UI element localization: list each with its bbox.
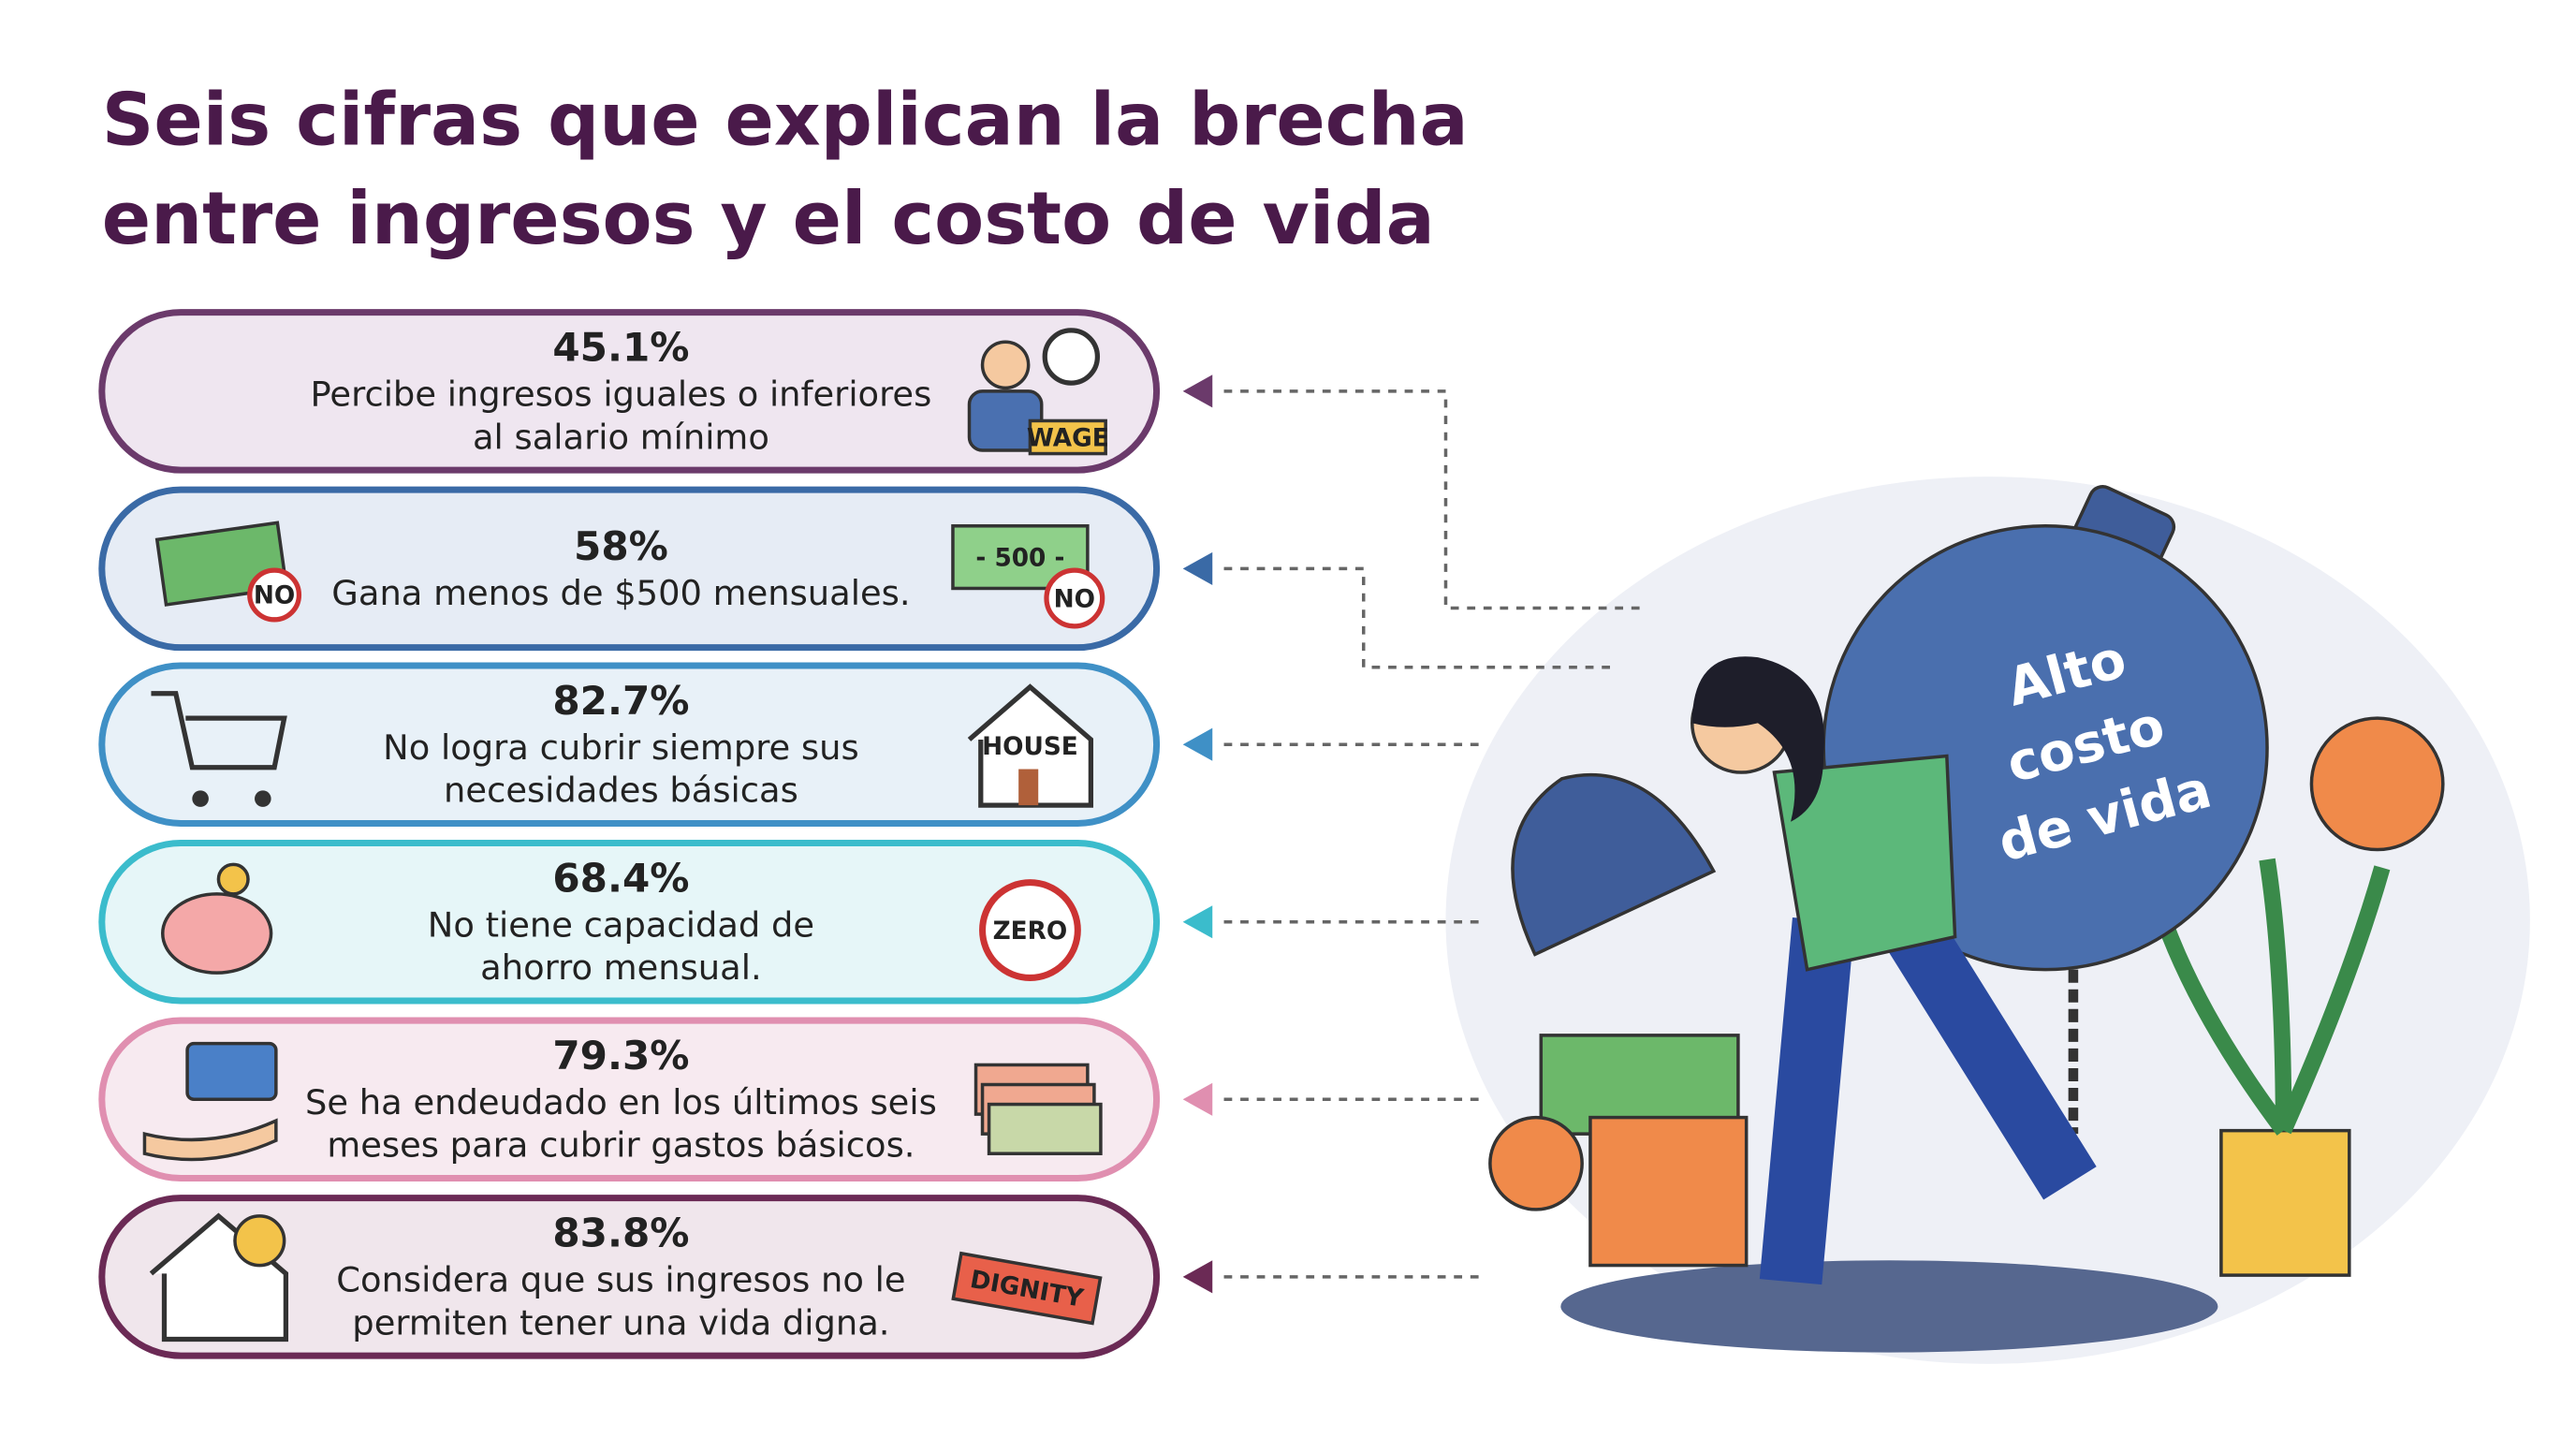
coin (2309, 716, 2445, 852)
icon-label: - 500 - (975, 544, 1064, 572)
stat-description: meses para cubrir gastos básicos. (327, 1125, 915, 1166)
title-line: Seis cifras que explican la brecha (102, 79, 1469, 163)
arrow-head (1182, 374, 1213, 408)
house-door (1018, 769, 1039, 806)
coin (216, 862, 250, 896)
arrow-head (1182, 1260, 1213, 1294)
arrow-head (1182, 551, 1213, 585)
stat-value: 45.1% (552, 324, 689, 370)
hair (1691, 656, 1825, 822)
stat-description: necesidades básicas (444, 770, 798, 811)
stat-card (98, 1017, 1161, 1182)
cart (151, 691, 287, 770)
connector (1223, 566, 1610, 669)
credit-card (185, 1041, 278, 1102)
stat-value: 79.3% (552, 1033, 689, 1078)
no-badge (1044, 567, 1105, 629)
stat-description: ahorro mensual. (480, 947, 762, 988)
connector (1223, 389, 1644, 610)
cart-wheel (255, 790, 271, 807)
coin (1488, 1115, 1584, 1211)
piggy-bank (161, 892, 273, 975)
stat-description: Considera que sus ingresos no le (336, 1260, 905, 1300)
hand (142, 1118, 278, 1162)
stat-description: permiten tener una vida digna. (352, 1302, 889, 1343)
arrow-head (1182, 727, 1213, 761)
bell (1511, 773, 1717, 957)
icon-label: ZERO (993, 917, 1068, 946)
icon-label: WAGE (1027, 424, 1109, 452)
coin-stack (1588, 1115, 1749, 1268)
stat-card (98, 309, 1161, 474)
stat-value: 83.8% (552, 1210, 689, 1255)
stat-description: Se ha endeudado en los últimos seis (305, 1082, 937, 1123)
stat-card (98, 486, 1161, 652)
icon-label: NO (1054, 585, 1095, 613)
cart-wheel (192, 790, 209, 807)
plant-pot (2219, 1128, 2351, 1277)
icon-label: NO (254, 582, 295, 610)
no-badge (247, 567, 302, 623)
stat-value: 82.7% (552, 678, 689, 724)
house (967, 683, 1094, 808)
torso (1772, 754, 1957, 972)
arrow-head (1182, 1082, 1213, 1116)
wage-sign (1028, 418, 1107, 456)
zero-badge (979, 879, 1081, 981)
sad-face (233, 1214, 286, 1268)
stat-description: No tiene capacidad de (428, 905, 814, 946)
stat-description: Gana menos de $500 mensuales. (331, 573, 910, 613)
shadow (1560, 1260, 2218, 1353)
worker-head (980, 340, 1031, 390)
bill (987, 1102, 1103, 1155)
title-line: entre ingresos y el costo de vida (102, 177, 1435, 261)
stat-card (98, 1195, 1161, 1359)
icon-label: HOUSE (982, 733, 1078, 761)
stat-description: No logra cubrir siempre sus (383, 727, 859, 768)
stat-value: 58% (574, 523, 668, 569)
stat-value: 68.4% (552, 855, 689, 901)
legs (1759, 903, 2097, 1285)
arrow-head (1182, 905, 1213, 939)
stat-card (98, 662, 1161, 827)
stat-description: al salario mínimo (473, 417, 769, 457)
clock (1042, 328, 1101, 386)
dignity-sign (951, 1251, 1103, 1326)
stat-description: Percibe ingresos iguales o inferiores (311, 374, 932, 415)
stat-card (98, 840, 1161, 1005)
